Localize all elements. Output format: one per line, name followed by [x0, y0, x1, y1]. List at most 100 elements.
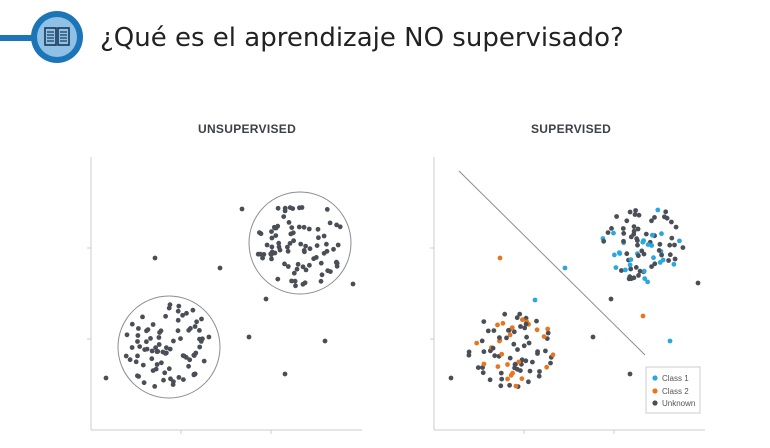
point-unknown [327, 220, 333, 226]
point-unknown [535, 349, 540, 354]
point-class1 [651, 255, 656, 261]
point-unknown [314, 243, 320, 249]
point-unknown [669, 235, 675, 241]
legend-marker-unknown [652, 400, 658, 406]
point-unknown [619, 268, 624, 273]
point-class2 [640, 313, 646, 319]
point-class1 [617, 251, 623, 256]
point-class1 [562, 265, 568, 271]
point-unknown [609, 226, 614, 231]
legend-marker-class2 [652, 388, 658, 394]
point-unknown [621, 238, 626, 244]
point-unknown [293, 283, 298, 289]
point-unknown [649, 218, 654, 224]
point-unknown [680, 245, 686, 251]
point-unknown [163, 313, 169, 319]
point-unknown [499, 376, 505, 382]
point-unknown [614, 214, 619, 219]
point-unknown [543, 348, 548, 354]
point-unknown [491, 328, 497, 333]
point-unknown [272, 250, 278, 256]
point-unknown [633, 265, 639, 270]
point-unknown [292, 278, 298, 284]
point-unknown [160, 349, 166, 355]
point-unknown [448, 375, 454, 381]
point-unknown [537, 369, 542, 374]
point-unknown [303, 243, 308, 249]
point-unknown [127, 357, 133, 363]
point-unknown [669, 219, 674, 225]
header-accent-line [0, 35, 40, 41]
point-unknown [534, 318, 539, 324]
point-unknown [142, 347, 148, 352]
point-unknown [517, 311, 523, 317]
point-unknown [297, 205, 302, 211]
point-unknown [652, 215, 657, 220]
point-unknown [672, 242, 677, 248]
point-unknown [239, 206, 245, 212]
point-unknown [321, 250, 327, 256]
legend-label-class2: Class 2 [662, 387, 689, 396]
point-class2 [544, 364, 550, 370]
point-unknown [161, 377, 166, 383]
legend-marker-class1 [652, 375, 658, 381]
point-unknown [316, 235, 321, 241]
point-unknown [124, 332, 130, 338]
point-class1 [667, 338, 673, 344]
point-unknown [306, 226, 312, 232]
point-class1 [645, 279, 650, 285]
point-class1 [649, 232, 655, 238]
point-class1 [532, 297, 538, 303]
point-unknown [300, 264, 306, 270]
point-unknown [601, 238, 607, 244]
point-unknown [637, 268, 643, 274]
point-unknown [181, 377, 186, 382]
point-unknown [605, 230, 611, 236]
point-unknown [301, 224, 307, 230]
point-unknown [321, 233, 327, 239]
point-unknown [657, 241, 663, 247]
point-unknown [186, 363, 192, 369]
decision-boundary [458, 170, 646, 356]
point-unknown [298, 241, 304, 247]
point-unknown [290, 206, 296, 212]
point-unknown [502, 311, 508, 317]
point-unknown [481, 319, 487, 324]
point-unknown [307, 262, 312, 268]
point-unknown [667, 242, 673, 248]
point-unknown [667, 252, 673, 258]
point-unknown [175, 308, 181, 314]
point-unknown [261, 252, 267, 257]
point-unknown [197, 344, 203, 350]
point-unknown [152, 384, 158, 389]
point-class1 [642, 276, 648, 281]
point-unknown [319, 272, 325, 278]
point-unknown [289, 278, 294, 284]
cluster-circle-lower [117, 295, 221, 399]
point-unknown [649, 264, 654, 269]
point-unknown [263, 296, 269, 302]
point-class1 [641, 238, 646, 244]
point-unknown [626, 276, 632, 282]
point-unknown [672, 256, 678, 262]
point-unknown [504, 335, 509, 341]
point-class2 [497, 338, 502, 344]
point-unknown [158, 328, 164, 334]
point-class1 [623, 267, 628, 273]
point-unknown [631, 224, 637, 230]
point-unknown [282, 261, 287, 267]
cluster-circle-upper [248, 191, 352, 295]
point-unknown [178, 336, 183, 341]
point-unknown [295, 261, 301, 267]
point-unknown [269, 244, 275, 250]
point-unknown [197, 328, 202, 333]
point-unknown [287, 241, 293, 246]
point-unknown [148, 336, 153, 341]
point-unknown [129, 321, 135, 327]
point-unknown [521, 343, 527, 349]
point-unknown [275, 205, 281, 211]
point-unknown [269, 235, 275, 241]
point-unknown [141, 380, 147, 386]
point-unknown [624, 251, 630, 257]
point-unknown [175, 328, 181, 334]
